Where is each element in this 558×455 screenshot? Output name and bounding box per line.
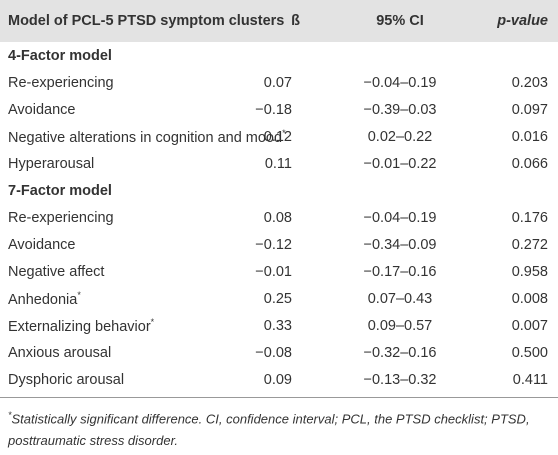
row-label-cell: Avoidance	[8, 102, 75, 118]
row-label: Hyperarousal	[8, 155, 95, 172]
row-note: *	[150, 316, 155, 327]
ci: −0.13–0.32	[363, 371, 437, 388]
table-row: Avoidance −0.18 −0.39–0.03 0.097	[0, 96, 558, 123]
table-row: Re-experiencing 0.07 −0.04–0.19 0.203	[0, 69, 558, 96]
row-label: Re-experiencing	[8, 209, 114, 226]
ci: −0.39–0.03	[363, 101, 437, 118]
p-value: 0.008	[511, 290, 548, 307]
p-value: 0.411	[512, 371, 548, 388]
table-row: Avoidance −0.12 −0.34–0.09 0.272	[0, 231, 558, 258]
row-label-cell: Dysphoric arousal	[8, 372, 124, 388]
row-label: Dysphoric arousal	[8, 371, 125, 388]
row-label-cell: Anxious arousal	[8, 345, 111, 361]
ci: 0.09–0.57	[367, 317, 433, 334]
header-cell: 95% CI	[376, 13, 424, 29]
row-label-cell: Re-experiencing	[8, 75, 114, 91]
p-value: 0.203	[511, 74, 548, 91]
row-label-cell: Re-experiencing	[8, 210, 114, 226]
row-note: *	[77, 289, 81, 300]
row-label-cell: Externalizing behavior*	[8, 317, 154, 335]
beta: 0.25	[263, 290, 292, 307]
section-title: 4-Factor model	[8, 47, 112, 64]
table-row: Anxious arousal −0.08 −0.32–0.16 0.500	[0, 339, 558, 366]
row-label: Avoidance	[8, 236, 76, 253]
row-label: Negative alterations in cognition and mo…	[8, 129, 283, 146]
beta: 0.09	[263, 371, 292, 388]
ci: −0.04–0.19	[363, 74, 437, 91]
table-row: Dysphoric arousal 0.09 −0.13–0.32 0.411	[0, 366, 558, 393]
row-label: Anxious arousal	[8, 344, 112, 361]
row-label: Re-experiencing	[8, 74, 114, 91]
footnote-text: Statistically significant difference. CI…	[8, 411, 530, 449]
section-row: 7-Factor model	[0, 177, 558, 204]
row-label-cell: Hyperarousal	[8, 156, 94, 172]
header-row: Model of PCL-5 PTSD symptom clusters ß 95%…	[0, 0, 558, 42]
footnote: *Statistically significant difference. C…	[0, 398, 558, 452]
p-value: 0.097	[511, 101, 548, 118]
beta: 0.33	[263, 317, 292, 334]
header-cell: p-value	[497, 13, 548, 29]
table-row: Negative affect −0.01 −0.17–0.16 0.958	[0, 258, 558, 285]
row-label: Negative affect	[8, 263, 105, 280]
table-row: Hyperarousal 0.11 −0.01–0.22 0.066	[0, 150, 558, 177]
table-row: Anhedonia* 0.25 0.07–0.43 0.008	[0, 285, 558, 312]
beta: −0.18	[255, 101, 292, 118]
footnote-marker: *	[8, 410, 12, 420]
row-label: Anhedonia	[8, 291, 78, 308]
row-note: *	[282, 127, 286, 138]
p-value: 0.066	[511, 155, 548, 172]
beta: 0.11	[264, 155, 292, 172]
row-label-cell: Negative affect	[8, 264, 104, 280]
p-value: 0.176	[511, 209, 548, 226]
row-label-cell: Avoidance	[8, 237, 75, 253]
header-cell: Model of PCL-5 PTSD symptom clusters	[8, 13, 285, 29]
beta: 0.12	[263, 128, 292, 145]
row-label: Avoidance	[8, 101, 76, 118]
p-value: 0.500	[511, 344, 548, 361]
section-row: 4-Factor model	[0, 42, 558, 69]
p-value: 0.016	[511, 128, 548, 145]
ci: 0.02–0.22	[367, 128, 433, 145]
table: Model of PCL-5 PTSD symptom clusters ß 95%…	[0, 0, 558, 393]
section-title: 7-Factor model	[8, 182, 112, 199]
ci: −0.34–0.09	[363, 236, 437, 253]
beta: −0.12	[255, 236, 292, 253]
row-label-cell: Anhedonia*	[8, 290, 81, 308]
ci: −0.17–0.16	[363, 263, 437, 280]
ci: −0.04–0.19	[363, 209, 437, 226]
beta: 0.08	[263, 209, 292, 226]
beta: 0.07	[263, 74, 292, 91]
p-value: 0.272	[511, 236, 548, 253]
p-value: 0.007	[511, 317, 548, 334]
table-row: Negative alterations in cognition and mo…	[0, 123, 558, 150]
beta: −0.01	[255, 263, 292, 280]
table-row: Externalizing behavior* 0.33 0.09–0.57 0.00…	[0, 312, 558, 339]
beta: −0.08	[255, 344, 292, 361]
ci: −0.32–0.16	[363, 344, 437, 361]
ci: 0.07–0.43	[367, 290, 433, 307]
table-rule	[0, 397, 558, 398]
row-label-cell: Negative alterations in cognition and mo…	[8, 128, 286, 146]
header-cell: ß	[291, 13, 300, 29]
p-value: 0.958	[511, 263, 548, 280]
row-label: Externalizing behavior	[8, 318, 151, 335]
ci: −0.01–0.22	[363, 155, 437, 172]
table-row: Re-experiencing 0.08 −0.04–0.19 0.176	[0, 204, 558, 231]
